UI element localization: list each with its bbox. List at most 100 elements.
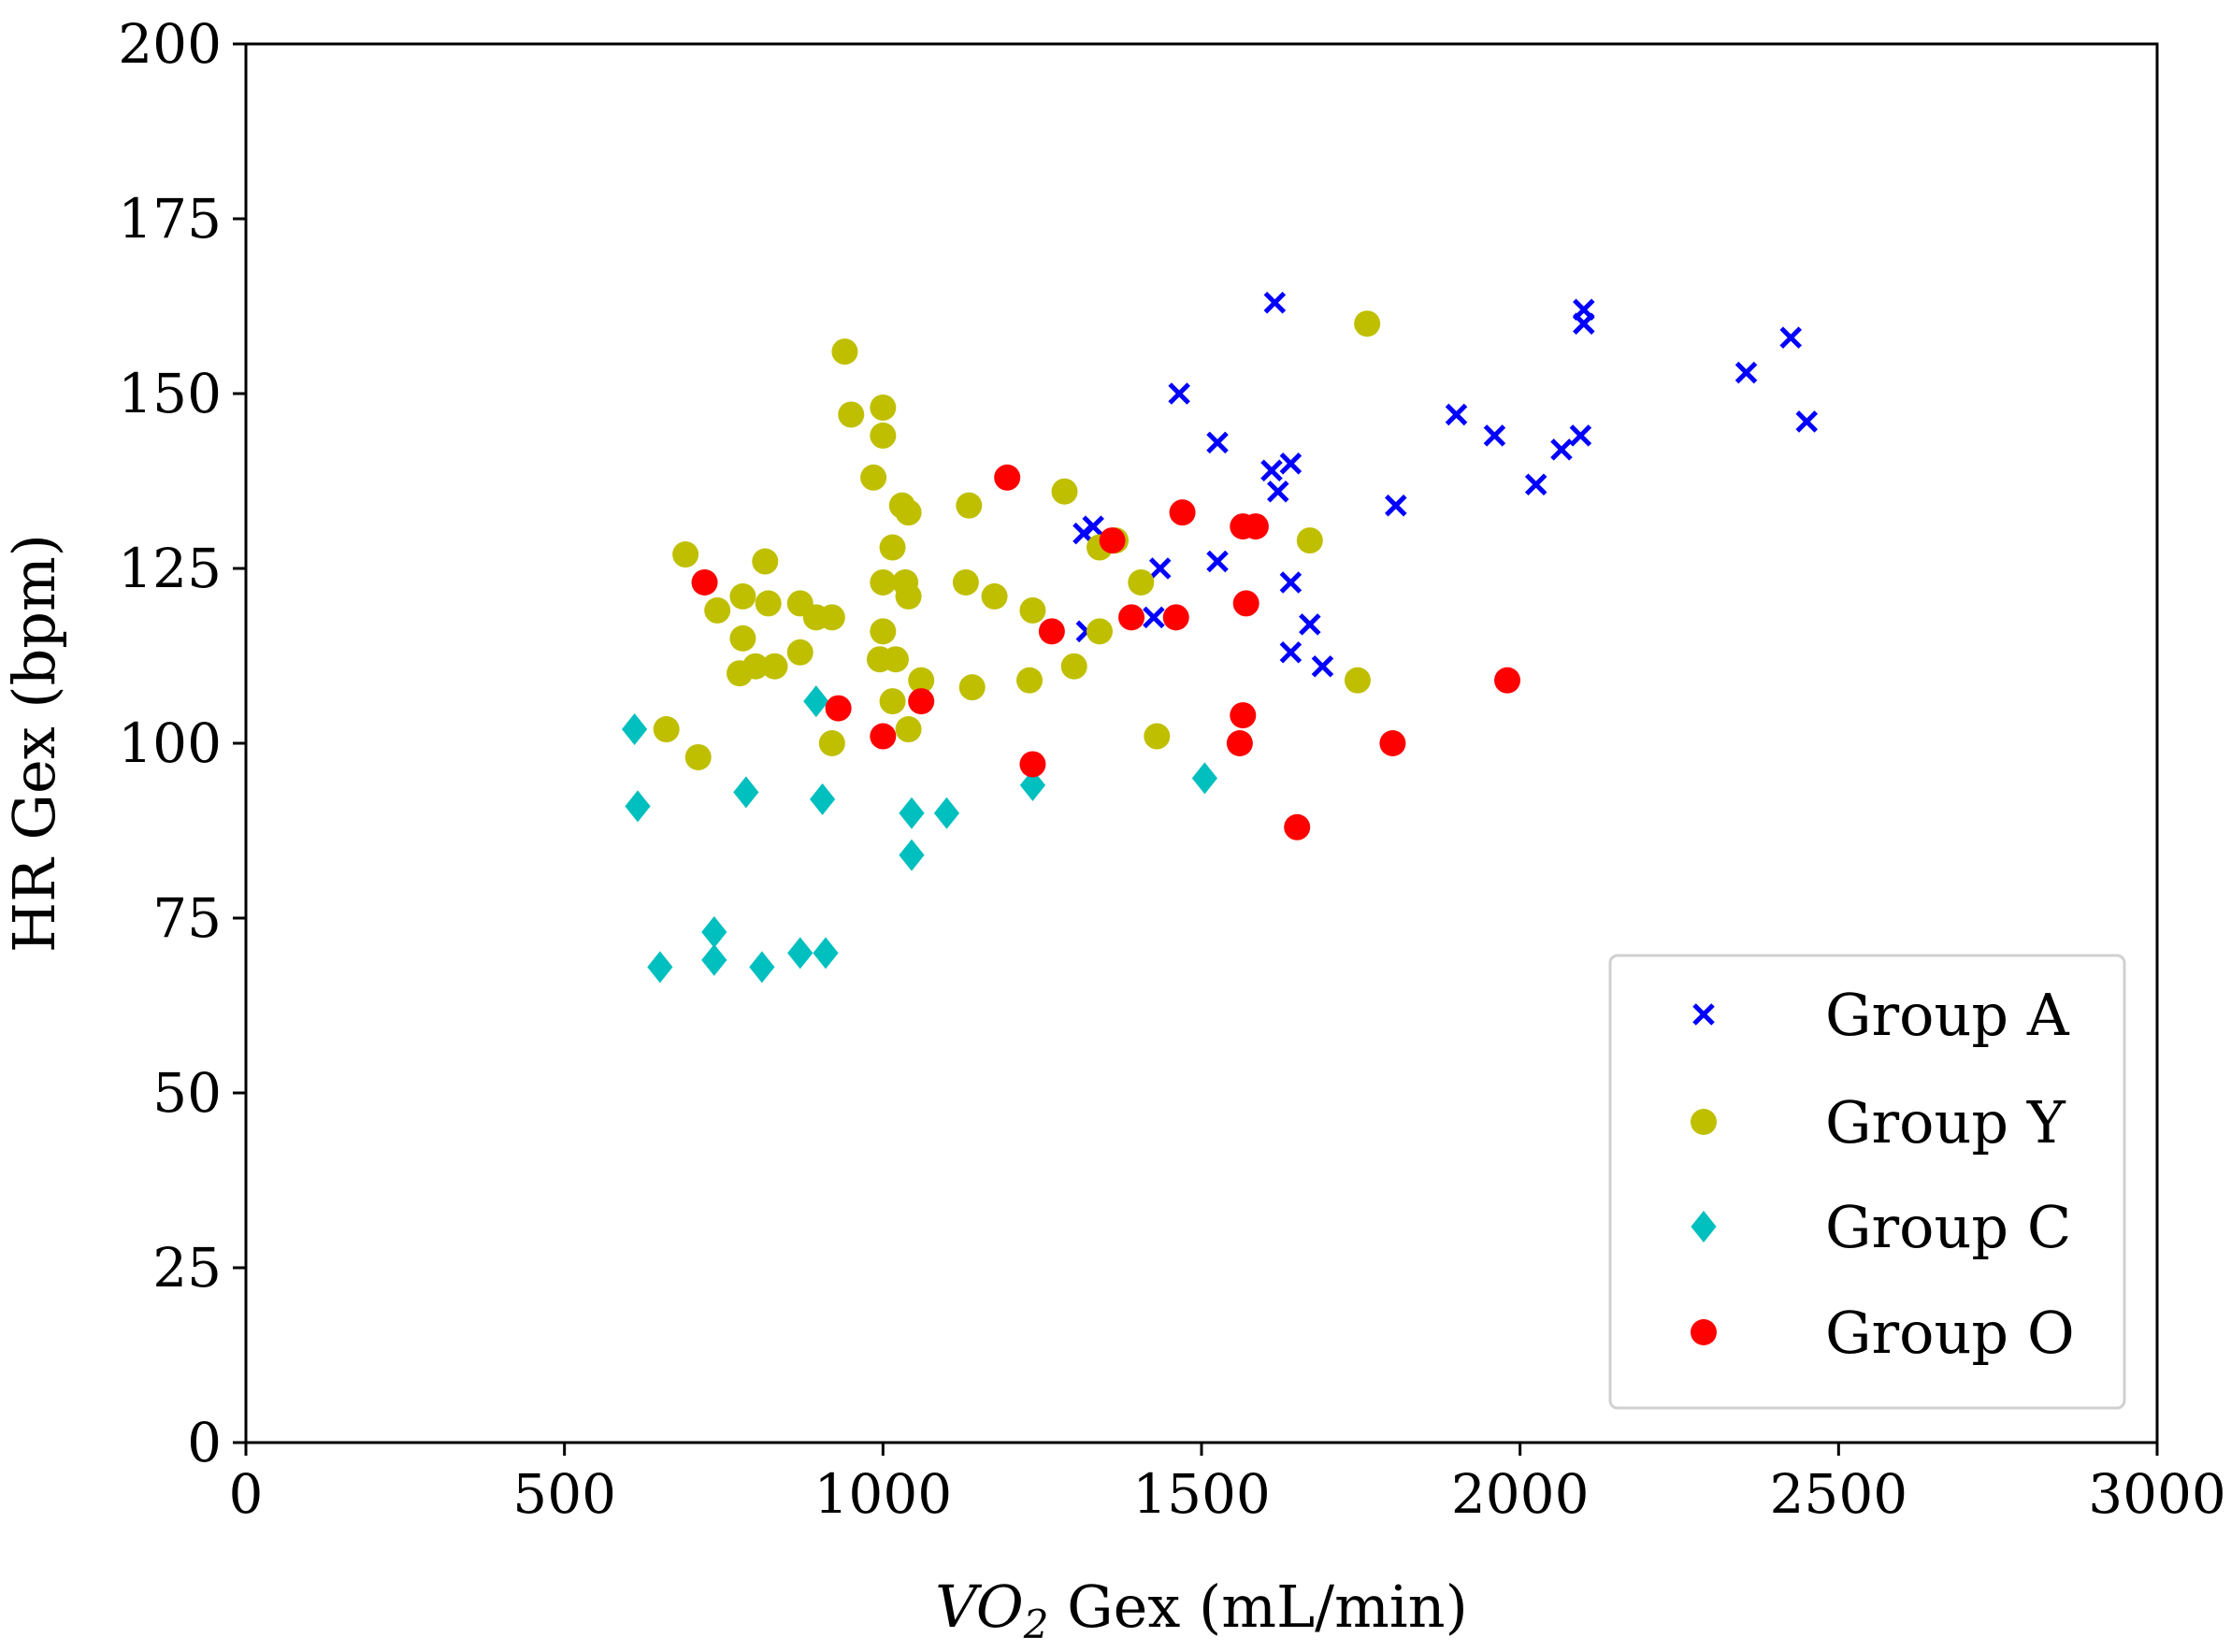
y-axis-title: HR Gex (bpm): [0, 534, 68, 953]
data-point: [860, 464, 887, 491]
data-point: [1148, 557, 1172, 580]
data-point: [908, 688, 935, 715]
data-point: [787, 937, 813, 970]
y-tick-label: 50: [152, 1061, 222, 1125]
series-group-a: [1072, 291, 1819, 678]
data-point: [870, 394, 897, 421]
data-point: [1016, 667, 1044, 694]
data-point: [882, 646, 909, 673]
data-point: [1232, 590, 1259, 617]
data-point: [879, 534, 906, 561]
data-point: [825, 695, 852, 722]
x-axis-title-rest: Gex (mL/min): [1048, 1573, 1467, 1641]
data-point: [870, 618, 897, 645]
data-point: [818, 604, 845, 631]
data-point: [752, 548, 779, 575]
data-point: [1206, 431, 1229, 454]
data-point: [653, 716, 680, 743]
data-point: [1169, 499, 1196, 526]
data-point: [1266, 480, 1289, 503]
data-point: [1279, 453, 1303, 475]
data-point: [1128, 568, 1155, 596]
data-point: [1051, 478, 1078, 505]
data-point: [622, 713, 648, 746]
x-tick-label: 1000: [814, 1462, 953, 1526]
y-axis: 0 25 50 75 100 125 150 175 200: [118, 12, 246, 1474]
data-point: [1344, 667, 1371, 694]
x-tick-label: 0: [229, 1462, 264, 1526]
data-point: [691, 568, 718, 596]
data-point: [701, 943, 727, 976]
legend-marker: [1691, 1211, 1717, 1243]
data-point: [1086, 618, 1113, 645]
data-point: [1019, 751, 1046, 778]
legend-label: Group A: [1825, 981, 2070, 1049]
data-point: [729, 582, 756, 610]
data-point: [994, 464, 1021, 491]
x-tick-label: 500: [512, 1462, 616, 1526]
series-group-o: [691, 464, 1521, 840]
data-point: [831, 338, 858, 366]
data-point: [625, 790, 651, 823]
data-point: [1143, 606, 1165, 629]
legend-label: Group C: [1825, 1193, 2071, 1261]
data-point: [899, 797, 925, 829]
data-point: [1144, 723, 1171, 750]
data-point: [895, 499, 922, 526]
data-point: [1230, 702, 1257, 729]
data-point: [958, 674, 986, 701]
x-tick-label: 2000: [1451, 1462, 1590, 1526]
legend-marker: [1691, 1319, 1717, 1345]
data-point: [952, 568, 979, 596]
data-point: [818, 730, 845, 756]
data-point: [749, 951, 775, 984]
legend-label: Group O: [1825, 1299, 2075, 1367]
series-group-y: [653, 310, 1381, 770]
data-point: [1573, 312, 1595, 335]
x-tick-label: 2500: [1770, 1462, 1908, 1526]
data-point: [1118, 604, 1145, 631]
data-point: [1082, 515, 1104, 538]
x-axis-title-var: VO: [935, 1573, 1024, 1641]
data-point: [1019, 596, 1046, 624]
data-point: [1191, 762, 1218, 795]
data-point: [1162, 604, 1189, 631]
data-point: [899, 839, 925, 871]
data-point: [704, 596, 731, 624]
x-axis-title: VO2 Gex (mL/min): [935, 1573, 1468, 1647]
data-point: [1168, 382, 1190, 405]
y-tick-label: 75: [152, 886, 222, 950]
data-point: [647, 951, 673, 984]
data-point: [733, 776, 759, 809]
data-point: [1263, 291, 1287, 314]
y-tick-label: 100: [118, 711, 222, 775]
data-point: [813, 937, 839, 970]
data-point: [1734, 361, 1758, 384]
data-point: [1019, 769, 1046, 801]
data-point: [1279, 571, 1303, 594]
data-point: [1311, 654, 1334, 678]
data-point: [672, 541, 699, 568]
x-axis: 0 500 1000 1500 2000 2500 3000: [229, 1443, 2226, 1526]
legend-marker: [1692, 1003, 1715, 1026]
data-point: [1494, 667, 1521, 694]
data-point: [956, 492, 983, 519]
y-tick-label: 200: [118, 12, 222, 76]
data-point: [1379, 730, 1406, 756]
data-point: [684, 743, 712, 770]
data-point: [810, 783, 836, 815]
data-point: [742, 653, 770, 680]
data-point: [1242, 513, 1269, 540]
data-point: [870, 568, 897, 596]
data-point: [1483, 424, 1506, 447]
x-tick-label: 1500: [1132, 1462, 1271, 1526]
data-points: [622, 291, 1819, 984]
data-point: [1260, 459, 1283, 482]
y-tick-label: 0: [187, 1411, 222, 1474]
data-point: [1795, 410, 1819, 433]
data-point: [1550, 438, 1573, 461]
data-point: [1284, 813, 1311, 840]
data-point: [1038, 618, 1065, 645]
data-point: [1445, 403, 1468, 426]
